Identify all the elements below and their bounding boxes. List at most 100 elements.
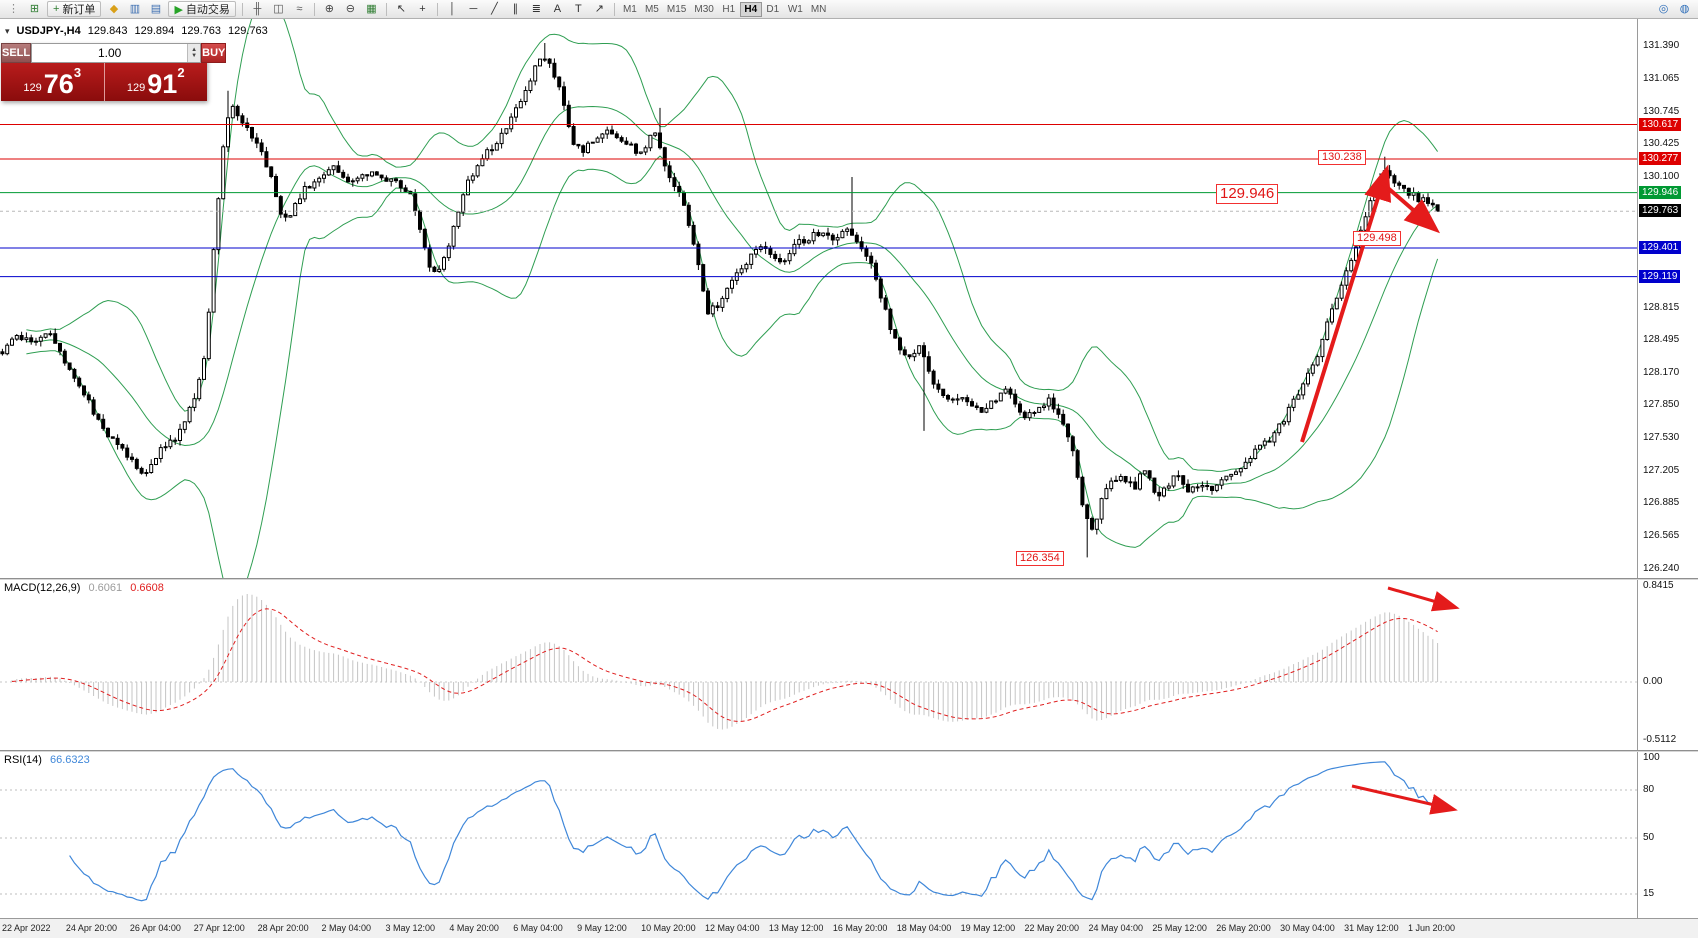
compile-icon[interactable]: ◆ (104, 1, 123, 17)
level-price-label: 129.401 (1639, 240, 1682, 254)
timeframe-w1-button[interactable]: W1 (784, 2, 807, 17)
new-order-button[interactable]: + 新订单 (47, 1, 102, 17)
community-icon[interactable]: ◍ (1675, 1, 1694, 17)
arrows-tool-icon[interactable]: ↗ (590, 1, 609, 17)
vertical-line-icon[interactable]: │ (443, 1, 462, 17)
time-axis-label: 25 May 12:00 (1152, 923, 1207, 933)
spinner-down-icon[interactable]: ▼ (191, 53, 198, 59)
search-icon[interactable]: ◎ (1654, 1, 1673, 17)
new-chart-icon: ⊞ (29, 2, 40, 15)
price-axis-label: 127.205 (1643, 465, 1680, 476)
macd-axis-label: -0.5112 (1643, 734, 1677, 745)
collapse-panel-icon[interactable]: ▾ (5, 25, 10, 36)
price-annotation[interactable]: 130.238 (1318, 150, 1366, 166)
price-axis-label: 126.885 (1643, 497, 1680, 509)
volume-input[interactable] (32, 44, 188, 62)
timeframe-h1-button[interactable]: H1 (718, 2, 740, 17)
toolbar-left-group: ⋮ ⊞ + 新订单 ◆ ▥ ▤ ▶ 自动交易 ╫ ◫ ≈ ⊕ ⊖ ▦ ↖ + │ ─ ╱ ∥ ≣ A T ↗ (3, 1, 619, 17)
data-window-icon[interactable]: ▤ (146, 1, 165, 17)
time-axis-label: 19 May 12:00 (960, 923, 1016, 933)
one-click-trading-panel: SELL ▲▼ BUY 129 76 3 129 91 2 (1, 43, 227, 101)
rsi-panel-canvas[interactable] (0, 752, 1637, 918)
timeframe-h4-button[interactable]: H4 (739, 1, 762, 17)
market-watch-icon: ▥ (129, 2, 141, 15)
price-annotation[interactable]: 129.498 (1353, 231, 1401, 247)
time-axis-label: 26 Apr 04:00 (129, 923, 181, 933)
ohlc-high: 129.894 (134, 25, 175, 37)
time-axis-label: 12 May 04:00 (705, 923, 760, 933)
main-chart-canvas[interactable] (0, 19, 1637, 578)
timeframe-m5-button[interactable]: M5 (641, 2, 663, 17)
time-axis-label: 1 Jun 20:00 (1408, 923, 1456, 933)
text-label-icon[interactable]: T (569, 1, 588, 17)
market-watch-icon[interactable]: ▥ (125, 1, 144, 17)
zoom-in-icon[interactable]: ⊕ (320, 1, 339, 17)
equidistant-channel-icon[interactable]: ∥ (506, 1, 525, 17)
time-axis-label: 3 May 12:00 (385, 923, 435, 933)
crosshair-icon[interactable]: + (413, 1, 432, 17)
macd-panel-splitter[interactable] (0, 578, 1698, 580)
bollinger-bands (26, 19, 1439, 578)
horizontal-line-icon[interactable]: ─ (464, 1, 483, 17)
time-axis-label: 18 May 04:00 (896, 923, 952, 933)
rsi-value: 66.6323 (49, 754, 90, 766)
rsi-axis-label: 80 (1643, 784, 1655, 795)
price-annotation[interactable]: 129.946 (1216, 184, 1279, 204)
sell-price-big: 76 (43, 69, 74, 99)
price-annotation[interactable]: 126.354 (1016, 551, 1064, 567)
buy-price-display[interactable]: 129 91 2 (103, 63, 207, 101)
horizontal-level-lines[interactable] (0, 124, 1637, 278)
price-axis-label: 128.815 (1643, 301, 1680, 313)
timeframe-m15-button[interactable]: M15 (663, 2, 690, 17)
candlestick-series (0, 43, 1440, 558)
sell-price-display[interactable]: 129 76 3 (1, 63, 104, 101)
timeframe-m30-button[interactable]: M30 (690, 2, 717, 17)
new-chart-icon[interactable]: ⊞ (25, 1, 44, 17)
line-chart-icon[interactable]: ≈ (290, 1, 309, 17)
cursor-icon[interactable]: ↖ (392, 1, 411, 17)
sell-button[interactable]: SELL (1, 43, 32, 63)
time-axis-label: 13 May 12:00 (768, 923, 824, 933)
price-axis-label: 131.390 (1643, 40, 1680, 51)
macd-down-arrow[interactable] (1387, 586, 1460, 612)
rsi-line (69, 761, 1439, 902)
candlestick-chart-icon: ◫ (273, 2, 284, 15)
time-axis-label: 28 Apr 20:00 (257, 923, 309, 933)
timeframe-mn-button[interactable]: MN (807, 2, 831, 17)
price-axis-label: 130.425 (1643, 137, 1680, 149)
price-axis-label: 127.850 (1643, 399, 1680, 411)
macd-panel-canvas[interactable] (0, 580, 1637, 750)
time-axis-label: 10 May 20:00 (641, 923, 696, 933)
timeframe-m1-button[interactable]: M1 (619, 2, 641, 17)
zoom-in-icon: ⊕ (324, 2, 335, 15)
autotrading-button[interactable]: ▶ 自动交易 (168, 1, 236, 17)
price-axis-border (1637, 19, 1638, 918)
time-axis[interactable]: 22 Apr 2022 24 Apr 20:00 26 Apr 04:00 27 Ap… (0, 918, 1698, 938)
sell-price-int: 129 (23, 82, 42, 94)
trend-arrows[interactable] (1300, 164, 1441, 443)
rsi-down-arrow[interactable] (1351, 784, 1458, 815)
volume-spinner[interactable]: ▲ ▼ (187, 44, 201, 62)
macd-signal-value: 0.6608 (130, 582, 164, 594)
price-axis-label: 126.240 (1643, 563, 1680, 574)
toolbar-separator (436, 2, 438, 16)
time-axis-label: 22 May 20:00 (1024, 923, 1080, 933)
tile-windows-icon[interactable]: ▦ (362, 1, 381, 17)
buy-button[interactable]: BUY (201, 43, 227, 63)
reversal-down-arrow (1379, 180, 1441, 234)
level-price-label: 130.277 (1639, 152, 1682, 166)
spinner-up-icon[interactable]: ▲ (191, 47, 198, 53)
time-axis-label: 26 May 20:00 (1216, 923, 1271, 933)
buy-price-sup: 2 (177, 65, 185, 80)
timeframe-d1-button[interactable]: D1 (762, 2, 784, 17)
bar-chart-icon[interactable]: ╫ (248, 1, 267, 17)
price-axis-label: 127.530 (1643, 431, 1680, 443)
rsi-label: RSI(14) (4, 754, 42, 766)
candlestick-chart-icon[interactable]: ◫ (269, 1, 288, 17)
trendline-icon[interactable]: ╱ (485, 1, 504, 17)
time-axis-label: 2 May 04:00 (321, 923, 372, 933)
fibonacci-icon[interactable]: ≣ (527, 1, 546, 17)
zoom-out-icon[interactable]: ⊖ (341, 1, 360, 17)
rsi-panel-splitter[interactable] (0, 750, 1698, 752)
text-icon[interactable]: A (548, 1, 567, 17)
